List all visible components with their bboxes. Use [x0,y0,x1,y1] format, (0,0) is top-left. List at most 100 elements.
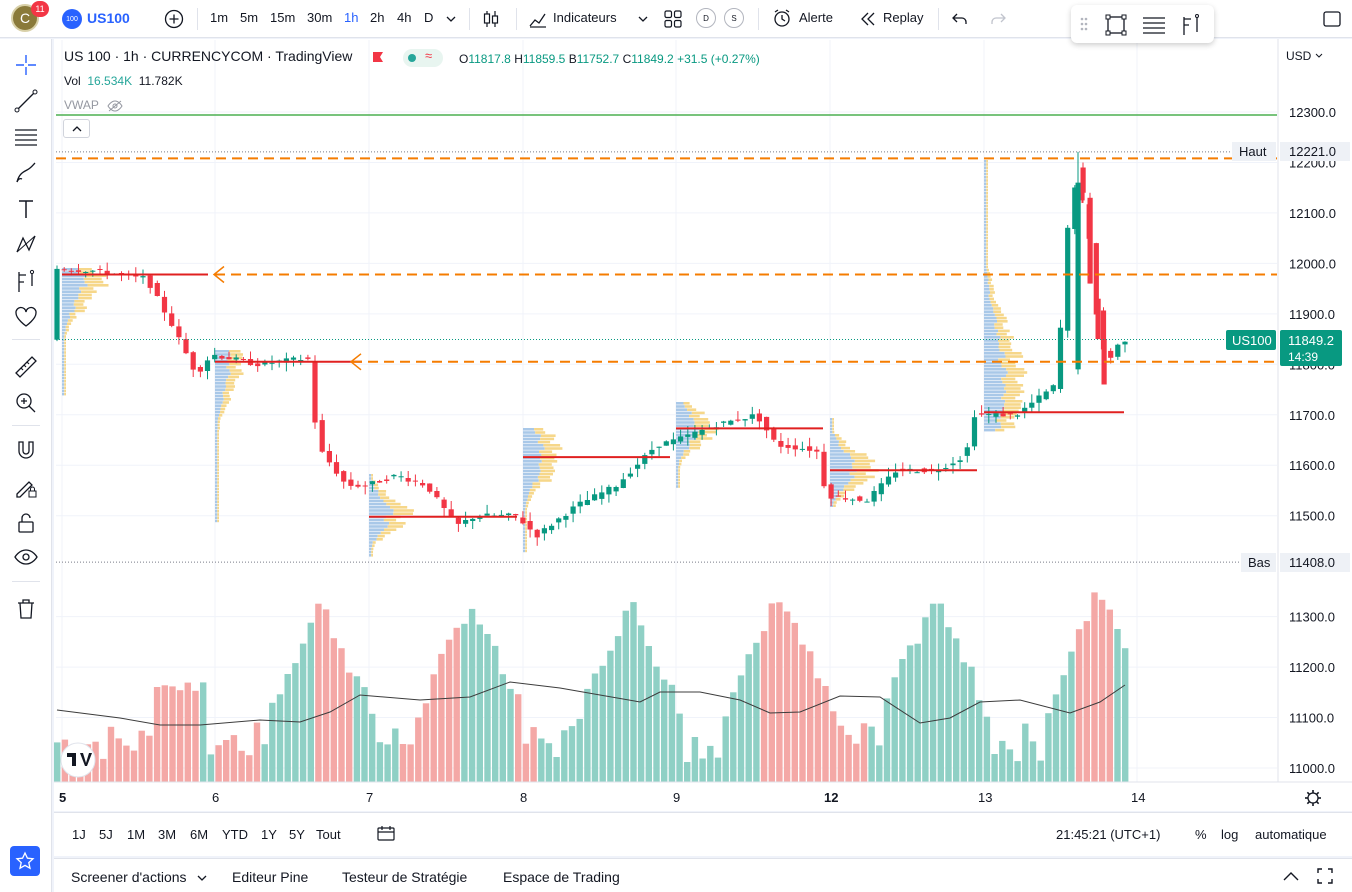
candle-body [857,496,863,501]
date-range-icon[interactable] [376,825,396,843]
crosshair-tool[interactable] [12,51,40,79]
pattern-tool[interactable] [12,231,40,259]
timeframe-d[interactable]: D [424,10,434,25]
profile-row-yellow [525,511,527,514]
clock[interactable]: 21:45:21 (UTC+1) [1056,827,1161,842]
vwap-legend[interactable]: VWAP [64,98,123,112]
zoom-tool[interactable] [12,389,40,417]
level-arrow [349,353,362,371]
percent-scale-toggle[interactable]: % [1195,827,1207,842]
range-1m[interactable]: 1M [127,827,146,842]
chevron-down-icon[interactable] [638,14,648,24]
watchlist-star-button[interactable] [10,846,40,876]
indicators-button[interactable]: Indicateurs [553,10,617,25]
eye-hidden-icon[interactable] [107,99,123,113]
poc-lines [62,273,1124,518]
candle-type-icon[interactable] [480,8,502,30]
candle-body [549,525,555,531]
timeframe-4h[interactable]: 4h [397,10,412,25]
timeframe-2h[interactable]: 2h [370,10,385,25]
chevron-down-icon[interactable] [446,14,456,24]
magnet-tool[interactable] [12,437,40,465]
tab-strategy-tester[interactable]: Testeur de Stratégie [342,869,468,885]
tab-pine-editor[interactable]: Editeur Pine [232,869,309,885]
auto-scale-toggle[interactable]: automatique [1255,827,1327,842]
chip-d[interactable]: D [696,8,716,28]
range-6m[interactable]: 6M [190,827,209,842]
profile-row-yellow [988,278,993,281]
timeframe-1h[interactable]: 1h [344,10,359,25]
collapse-legend-button[interactable] [63,119,90,138]
brush-tool[interactable] [12,159,40,187]
pencil-lock-icon [16,481,37,498]
fib-retracement-tool[interactable] [12,123,40,151]
pitchfork-tool-icon[interactable] [1179,13,1203,37]
tab-screener[interactable]: Screener d'actions [71,869,187,885]
range-5y[interactable]: 5Y [289,827,305,842]
layout-grid-icon[interactable] [662,8,684,30]
profile-row-yellow [75,306,87,309]
log-scale-toggle[interactable]: log [1221,827,1239,842]
volume-bar [914,643,921,782]
profile-row-blue [62,309,75,313]
range-1j[interactable]: 1J [72,827,86,842]
candle-body [556,518,562,523]
alarm-clock-icon[interactable] [771,7,793,29]
stay-in-drawing-mode[interactable] [12,473,40,501]
symbol-search-button[interactable]: US100 [87,10,130,26]
maximize-icon[interactable] [1316,867,1334,885]
compare-plus-icon[interactable] [163,8,185,30]
candle [799,441,805,452]
timeframe-1m[interactable]: 1m [210,10,229,25]
text-tool[interactable] [12,195,40,223]
candle [333,454,340,477]
range-ytd[interactable]: YTD [222,827,248,842]
fib-tool-icon[interactable] [1141,13,1167,37]
indicators-icon[interactable] [527,8,549,30]
candle-body [391,474,397,477]
candle [341,470,347,489]
profile-row-blue [984,377,1002,381]
range-all[interactable]: Tout [316,827,341,842]
fullscreen-icon[interactable] [1322,9,1342,29]
chevron-down-icon[interactable] [197,873,207,883]
flag-icon[interactable] [371,51,385,65]
volume-bar [591,673,599,782]
chip-s-label: S [731,13,737,23]
candle-body [1080,167,1086,193]
lock-drawings[interactable] [12,509,40,537]
chart-pane[interactable]: USD 12300.0 12200.0 12100.0 12000.0 11900.0 11… [54,39,1352,811]
chart-title[interactable]: US 100 · 1h · CURRENCYCOM · TradingView [64,48,352,64]
market-status-badge[interactable]: ≈ [403,48,443,67]
timeframe-15m[interactable]: 15m [270,10,296,25]
measure-tool[interactable] [12,353,40,381]
drag-handle-icon[interactable] [1079,16,1089,32]
replay-icon[interactable] [859,10,877,28]
remove-drawings[interactable] [12,595,40,623]
prediction-tool[interactable] [12,267,40,295]
replay-button[interactable]: Replay [883,10,924,25]
timeframe-30m[interactable]: 30m [307,10,333,25]
rectangle-tool-icon[interactable] [1104,13,1128,37]
range-3m[interactable]: 3M [158,827,177,842]
range-5j[interactable]: 5J [99,827,113,842]
trendline-tool[interactable] [12,87,40,115]
chevron-up-icon[interactable] [1282,870,1300,882]
range-1y[interactable]: 1Y [261,827,277,842]
timeframe-5m[interactable]: 5m [240,10,259,25]
profile-row-blue [984,380,1003,384]
profile-row-yellow [994,313,1004,317]
candle [857,495,863,503]
candle [864,498,870,503]
hide-drawings[interactable] [12,543,40,571]
candle-body [592,494,598,501]
tab-trading-panel[interactable]: Espace de Trading [503,869,620,885]
favorites-tool[interactable] [12,303,40,331]
alert-button[interactable]: Alerte [799,10,833,25]
chip-s[interactable]: S [724,8,744,28]
undo-icon[interactable] [950,9,970,29]
redo-icon[interactable] [988,9,1008,29]
price-chart[interactable]: USD12300.012200.012100.012000.011900.011… [54,39,1352,811]
profile-row-yellow [683,453,690,456]
candle-body [1072,187,1078,229]
